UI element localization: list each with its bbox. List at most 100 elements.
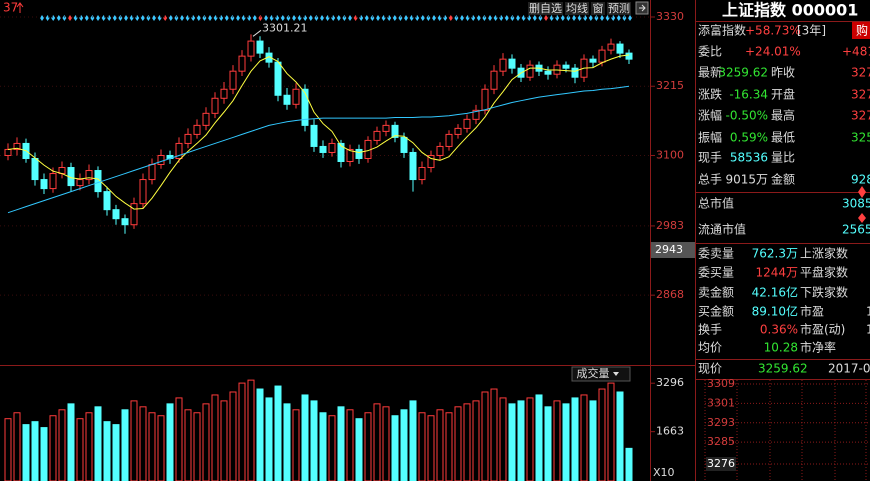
volume-bar — [508, 403, 516, 481]
volume-bar — [346, 409, 354, 481]
toolbar-button[interactable] — [565, 2, 589, 15]
volume-bar — [31, 421, 39, 481]
quote-label: 总手 — [698, 173, 722, 187]
candle-body — [175, 142, 183, 159]
volume-bar — [382, 406, 390, 481]
moving-average — [7, 54, 630, 210]
volume-bar — [49, 415, 57, 481]
candle-body — [355, 148, 363, 159]
quote-label: 市净率 — [800, 340, 836, 355]
y-tick-label: 1663 — [656, 425, 684, 438]
quote-label: 现手 — [698, 151, 722, 165]
event-diamond — [146, 15, 151, 21]
volume-bar — [472, 400, 480, 481]
crosshair-label: 2943 — [655, 243, 683, 256]
volume-bar — [400, 409, 408, 481]
event-diamond — [454, 15, 459, 21]
volume-bar — [103, 421, 111, 481]
quote-value: 1 — [866, 323, 870, 337]
volume-bar — [247, 379, 255, 481]
volume-bar — [373, 403, 381, 481]
candle-body — [490, 70, 498, 90]
volume-title: 成交量 — [577, 366, 610, 380]
peak-pointer — [252, 29, 262, 37]
volume-bar — [328, 415, 336, 481]
candle-body — [598, 49, 606, 63]
candle-body — [112, 209, 120, 220]
volume-selector[interactable] — [571, 366, 631, 382]
candle-body — [130, 203, 138, 226]
event-diamond — [482, 15, 487, 21]
quote-value: 10.28 — [764, 341, 798, 355]
candle-body — [373, 130, 381, 141]
event-diamond — [140, 15, 145, 21]
quote-value: 2565 — [842, 223, 870, 237]
volume-bar — [625, 447, 633, 481]
event-diamond — [224, 15, 229, 21]
volume-bar — [355, 418, 363, 481]
candle-body — [85, 170, 93, 181]
candle-body — [49, 173, 57, 190]
candle-body — [571, 67, 579, 78]
quote-value: -16.34 — [729, 88, 768, 102]
event-diamond — [174, 15, 179, 21]
quote-value: 1 — [866, 305, 870, 319]
event-diamond — [426, 15, 431, 21]
candle-body — [202, 112, 210, 126]
candle-body — [211, 97, 219, 114]
volume-bar — [571, 397, 579, 481]
quote-value: 325 — [851, 131, 870, 145]
candle-body — [247, 40, 255, 57]
quote-label: [3年] — [797, 24, 826, 38]
event-diamond — [252, 15, 257, 21]
volume-bar — [589, 400, 597, 481]
volume-bar — [184, 409, 192, 481]
volume-bar — [463, 403, 471, 481]
quote-value: 327 — [851, 88, 870, 102]
quote-label: 涨跌 — [698, 87, 722, 102]
candle-body — [526, 64, 534, 78]
volume-bar — [76, 418, 84, 481]
event-diamond — [616, 15, 621, 21]
candle-body — [256, 40, 264, 54]
buy-button[interactable] — [852, 22, 870, 39]
quote-label: 上涨家数 — [800, 246, 848, 261]
buy-button-label: 购 — [856, 23, 868, 38]
volume-bar — [544, 406, 552, 481]
quote-label: 换手 — [698, 323, 722, 337]
crosshair-label-box — [651, 242, 695, 259]
quote-label: 平盘家数 — [800, 265, 848, 280]
candle-body — [400, 136, 408, 153]
event-diamond — [84, 15, 89, 21]
mini-tick-label: 3276 — [707, 457, 735, 470]
dropdown-icon — [613, 372, 619, 376]
peak-label: 3301.21 — [262, 21, 308, 34]
volume-bar — [211, 394, 219, 481]
candle-body — [508, 58, 516, 69]
candle-body — [418, 167, 426, 181]
volume-bar — [238, 382, 246, 481]
event-diamond — [370, 15, 375, 21]
event-diamond — [510, 15, 515, 21]
quote-label: 卖金额 — [698, 285, 734, 300]
quote-label: 总市值 — [698, 196, 734, 211]
volume-bar — [607, 382, 615, 481]
y-tick-label: 3215 — [656, 79, 684, 92]
counter: 37 — [3, 1, 18, 15]
event-diamond — [280, 15, 285, 21]
volume-bar — [94, 406, 102, 481]
quote-value: 327 — [851, 109, 870, 123]
toolbar-button[interactable] — [607, 2, 631, 15]
event-diamond — [594, 15, 599, 21]
toolbar-button[interactable] — [528, 2, 563, 15]
event-diamond — [560, 15, 565, 21]
toolbar-button[interactable] — [591, 2, 605, 15]
quote-label: 振幅 — [698, 130, 722, 145]
candle-body — [274, 61, 282, 96]
expand-icon — [639, 4, 646, 12]
quote-label: 委买量 — [698, 266, 734, 280]
volume-bar — [445, 412, 453, 481]
event-diamond — [202, 15, 207, 21]
